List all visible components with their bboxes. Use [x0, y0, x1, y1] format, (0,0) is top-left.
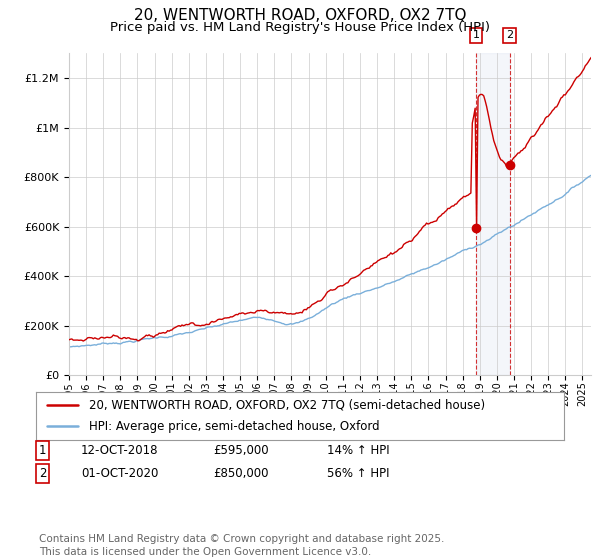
- Text: 1: 1: [39, 444, 47, 458]
- Text: 2: 2: [506, 30, 513, 40]
- Text: HPI: Average price, semi-detached house, Oxford: HPI: Average price, semi-detached house,…: [89, 420, 379, 433]
- Text: 12-OCT-2018: 12-OCT-2018: [81, 444, 158, 458]
- Text: Price paid vs. HM Land Registry's House Price Index (HPI): Price paid vs. HM Land Registry's House …: [110, 21, 490, 34]
- Text: 20, WENTWORTH ROAD, OXFORD, OX2 7TQ (semi-detached house): 20, WENTWORTH ROAD, OXFORD, OX2 7TQ (sem…: [89, 399, 485, 412]
- Text: 20, WENTWORTH ROAD, OXFORD, OX2 7TQ: 20, WENTWORTH ROAD, OXFORD, OX2 7TQ: [134, 8, 466, 24]
- Text: 01-OCT-2020: 01-OCT-2020: [81, 466, 158, 480]
- Text: 56% ↑ HPI: 56% ↑ HPI: [327, 466, 389, 480]
- Text: £850,000: £850,000: [213, 466, 269, 480]
- Text: 1: 1: [473, 30, 479, 40]
- Text: 2: 2: [39, 466, 47, 480]
- Bar: [476, 53, 510, 375]
- Text: 14% ↑ HPI: 14% ↑ HPI: [327, 444, 389, 458]
- Text: Contains HM Land Registry data © Crown copyright and database right 2025.
This d: Contains HM Land Registry data © Crown c…: [39, 534, 445, 557]
- Text: £595,000: £595,000: [213, 444, 269, 458]
